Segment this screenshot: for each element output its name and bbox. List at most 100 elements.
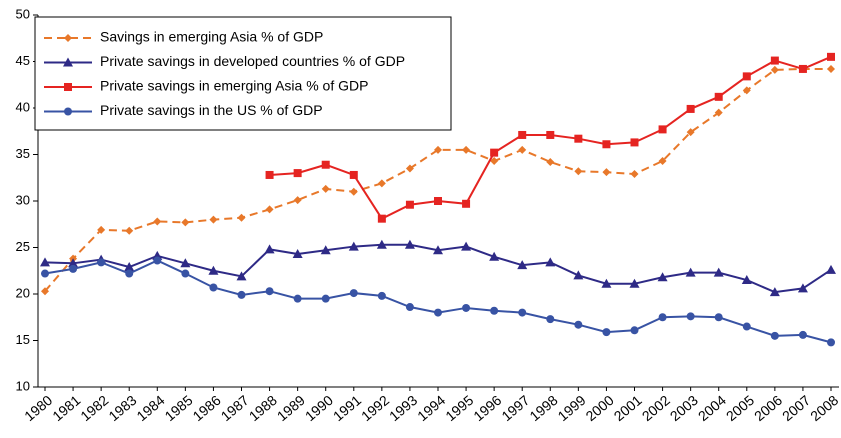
x-tick-label: 1995 <box>442 392 476 424</box>
point <box>462 303 471 312</box>
point <box>685 267 696 277</box>
x-tick-label: 2005 <box>723 392 757 424</box>
point <box>574 320 583 329</box>
point <box>69 264 78 273</box>
point <box>742 322 751 331</box>
x-tick-label: 1988 <box>246 392 280 424</box>
x-tick-label: 1980 <box>21 392 55 424</box>
y-tick-label: 20 <box>16 285 30 300</box>
x-tick-label: 1987 <box>218 392 252 424</box>
point <box>462 199 471 208</box>
point <box>209 215 218 224</box>
x-tick-label: 2000 <box>583 392 617 424</box>
point <box>602 328 611 337</box>
point <box>208 265 219 275</box>
point <box>630 170 639 179</box>
x-tick-label: 2008 <box>807 392 841 424</box>
y-tick-label: 15 <box>16 332 30 347</box>
point <box>827 52 835 61</box>
point <box>489 251 500 261</box>
legend-label: Private savings in emerging Asia % of GD… <box>100 78 368 94</box>
x-tick-label: 2006 <box>751 392 785 424</box>
legend-marker <box>64 34 72 42</box>
point <box>348 241 359 251</box>
legend-marker <box>64 107 72 116</box>
x-tick-label: 1981 <box>49 392 83 424</box>
point <box>742 86 751 95</box>
point <box>40 257 50 267</box>
point <box>461 241 472 251</box>
point <box>320 245 331 255</box>
point <box>574 167 583 176</box>
point <box>714 108 723 117</box>
legend-marker <box>64 83 72 91</box>
point <box>573 270 584 280</box>
point <box>490 157 499 166</box>
point <box>434 308 442 317</box>
x-tick-label: 1983 <box>105 392 139 424</box>
point <box>321 294 330 303</box>
point <box>518 145 527 154</box>
legend-marker <box>63 57 73 67</box>
point <box>349 170 358 179</box>
point <box>405 164 414 173</box>
point <box>797 283 808 293</box>
x-tick-label: 1989 <box>274 392 308 424</box>
point <box>293 294 302 303</box>
x-tick-label: 2002 <box>639 392 673 424</box>
point <box>434 197 442 205</box>
x-tick-label: 1985 <box>162 392 196 424</box>
point <box>686 312 695 321</box>
y-tick-label: 50 <box>16 6 30 21</box>
point <box>434 145 442 154</box>
point <box>629 278 640 288</box>
point <box>742 72 751 81</box>
point <box>686 104 695 113</box>
point <box>630 138 639 147</box>
x-tick-label: 1994 <box>414 392 448 424</box>
point <box>546 157 555 166</box>
point <box>686 128 695 137</box>
x-tick-label: 1990 <box>302 392 336 424</box>
point <box>769 287 780 297</box>
x-tick-label: 1986 <box>190 392 224 424</box>
point <box>404 239 415 249</box>
point <box>293 169 302 178</box>
y-tick-label: 40 <box>16 99 30 114</box>
y-tick-label: 30 <box>16 192 30 207</box>
point <box>236 271 247 281</box>
point <box>574 134 583 143</box>
x-tick-label: 2004 <box>695 392 729 424</box>
point <box>770 65 779 74</box>
point <box>798 64 807 73</box>
y-tick-label: 35 <box>16 146 30 161</box>
point <box>770 56 779 65</box>
x-tick-label: 1982 <box>77 392 111 424</box>
point <box>405 200 414 209</box>
x-tick-label: 2007 <box>779 392 813 424</box>
legend-label: Private savings in the US % of GDP <box>100 102 323 118</box>
point <box>798 330 807 339</box>
x-tick-label: 1993 <box>386 392 420 424</box>
x-tick-label: 1996 <box>470 392 504 424</box>
point <box>545 257 556 267</box>
legend-label: Private savings in developed countries %… <box>100 53 405 69</box>
point <box>518 130 527 139</box>
point <box>658 125 667 134</box>
x-tick-label: 1998 <box>526 392 560 424</box>
point <box>826 264 836 274</box>
x-tick-label: 1999 <box>555 392 589 424</box>
point <box>657 272 668 282</box>
point <box>433 245 443 255</box>
point <box>153 217 162 226</box>
point <box>321 160 330 169</box>
point <box>125 269 134 278</box>
point <box>377 291 386 300</box>
point <box>265 170 274 179</box>
point <box>546 130 555 139</box>
point <box>265 205 274 214</box>
point <box>518 308 527 317</box>
point <box>714 92 723 101</box>
point <box>265 287 274 296</box>
point <box>490 306 499 315</box>
